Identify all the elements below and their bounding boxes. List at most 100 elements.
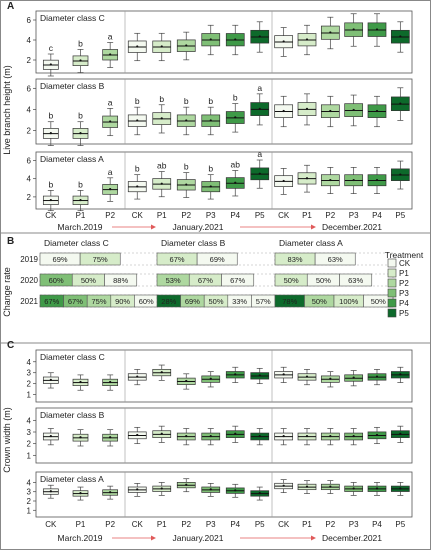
legend-swatch <box>387 278 397 288</box>
mean-point <box>185 379 188 383</box>
year-label: 2020 <box>20 276 38 285</box>
x-tick-label: P3 <box>349 211 359 220</box>
x-tick-label: P5 <box>395 520 405 529</box>
mean-point <box>160 487 163 490</box>
x-tick-label: P3 <box>206 211 216 220</box>
mean-point <box>136 375 139 378</box>
significance-letter: b <box>48 179 53 189</box>
segment-value: 50% <box>316 276 331 285</box>
mean-point <box>305 107 309 110</box>
x-tick-label: P3 <box>349 520 359 529</box>
mean-point <box>109 188 112 191</box>
mean-point <box>375 487 379 490</box>
mean-point <box>305 485 309 488</box>
mean-point <box>282 40 285 43</box>
y-tick-label: 2 <box>27 126 32 135</box>
panel-c-row-frame <box>35 349 413 403</box>
significance-letter: b <box>208 96 213 106</box>
mean-point <box>329 178 332 182</box>
mean-point <box>49 378 52 381</box>
significance-letter: b <box>135 96 140 106</box>
x-tick-label: P2 <box>181 520 191 529</box>
mean-point <box>49 63 52 66</box>
segment-value: 69% <box>210 255 225 264</box>
significance-letter: c <box>49 43 54 53</box>
mean-point <box>49 434 52 438</box>
significance-letter: b <box>48 111 53 121</box>
legend-title: Treatment <box>385 250 424 260</box>
mean-point <box>185 119 188 122</box>
y-tick-label: 1 <box>27 391 32 400</box>
segment-value: 78% <box>282 297 297 306</box>
period-label: December.2021 <box>322 533 382 543</box>
mean-point <box>305 375 309 378</box>
mean-point <box>109 120 112 123</box>
mean-point <box>209 488 212 491</box>
mean-point <box>282 109 285 113</box>
panel-a-row-label: Diameter class C <box>40 13 105 23</box>
mean-point <box>375 178 379 182</box>
x-tick-label: P1 <box>157 211 167 220</box>
mean-point <box>136 488 139 491</box>
mean-point <box>305 177 309 180</box>
segment-value: 53% <box>166 276 181 285</box>
panel-c-letter: C <box>7 340 14 351</box>
stacked-segment <box>339 273 373 287</box>
mean-point <box>352 487 355 490</box>
mean-point <box>79 492 82 495</box>
segment-value: 50% <box>371 297 386 306</box>
significance-letter: a <box>108 167 113 177</box>
mean-point <box>209 377 212 380</box>
mean-point <box>399 432 402 435</box>
panel-a-row-label: Diameter class B <box>40 81 105 91</box>
y-tick-label: 2 <box>27 440 32 449</box>
mean-point <box>234 38 237 41</box>
x-tick-label: P1 <box>302 211 312 220</box>
mean-point <box>399 35 402 38</box>
mean-point <box>399 373 402 376</box>
period-label: January.2021 <box>173 533 224 543</box>
mean-point <box>160 117 163 120</box>
mean-point <box>352 108 355 112</box>
x-tick-label: P1 <box>302 520 312 529</box>
segment-value: 28% <box>161 297 176 306</box>
mean-point <box>329 434 332 438</box>
x-tick-label: P2 <box>105 520 115 529</box>
x-tick-label: P5 <box>255 211 265 220</box>
segment-value: 50% <box>312 297 327 306</box>
x-tick-label: CK <box>132 211 144 220</box>
segment-value: 67% <box>198 276 213 285</box>
segment-value: 67% <box>170 255 185 264</box>
mean-point <box>234 432 237 435</box>
mean-point <box>258 434 261 438</box>
y-tick-label: 3 <box>27 428 32 437</box>
segment-value: 75% <box>93 255 108 264</box>
legend-swatch <box>387 268 397 278</box>
mean-point <box>258 374 261 377</box>
mean-point <box>234 181 237 184</box>
x-tick-label: P4 <box>372 211 382 220</box>
mean-point <box>352 28 355 31</box>
mean-point <box>209 185 212 188</box>
mean-point <box>160 432 163 435</box>
x-tick-label: P5 <box>255 520 265 529</box>
mean-point <box>352 434 355 438</box>
panel-c-row-frame <box>35 407 413 464</box>
mean-point <box>185 44 188 47</box>
mean-point <box>136 45 139 48</box>
legend-label: P2 <box>399 279 409 288</box>
significance-letter: b <box>184 96 189 106</box>
significance-letter: b <box>78 111 83 121</box>
x-tick-label: P2 <box>105 211 115 220</box>
mean-point <box>282 434 285 438</box>
mean-point <box>136 119 139 122</box>
mean-point <box>258 107 261 110</box>
segment-value: 75% <box>91 297 106 306</box>
mean-point <box>185 483 188 486</box>
mean-point <box>185 183 188 186</box>
mean-point <box>234 116 237 119</box>
x-tick-label: P1 <box>76 211 86 220</box>
segment-value: 60% <box>139 297 154 306</box>
segment-value: 57% <box>256 297 271 306</box>
year-label: 2019 <box>20 255 38 264</box>
